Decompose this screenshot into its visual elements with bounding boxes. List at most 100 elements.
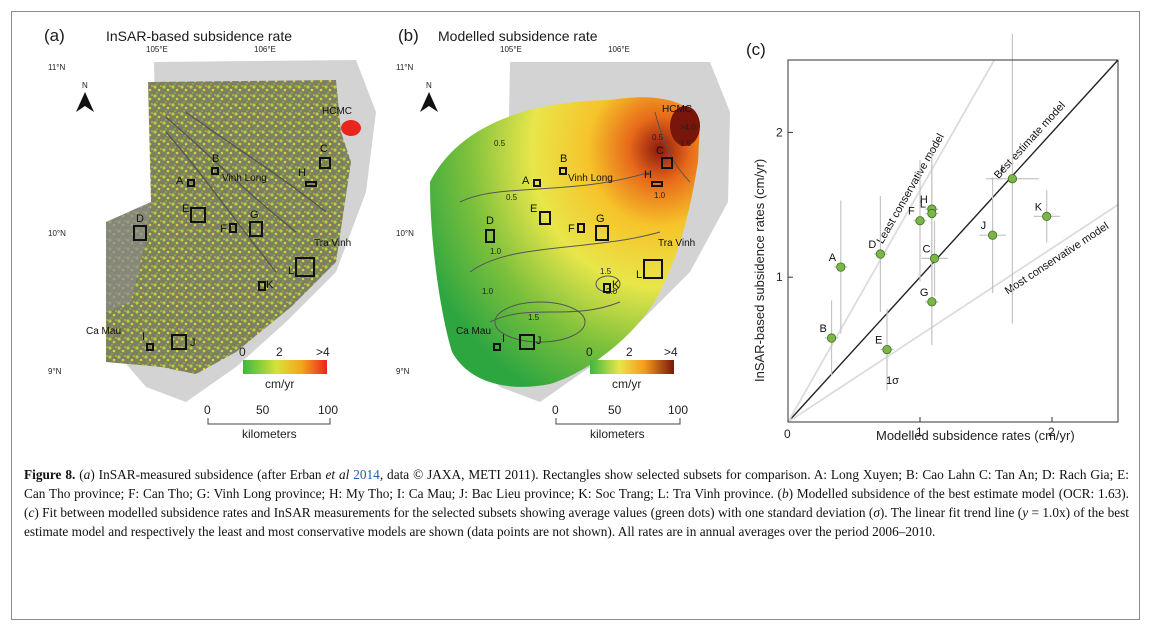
point-label-c: C — [923, 243, 931, 255]
place-hcmc: HCMC — [322, 106, 352, 117]
caption-citation-link[interactable]: 2014 — [353, 467, 380, 482]
caption-c: c — [28, 505, 35, 520]
point-label-l: L — [920, 198, 926, 210]
scale-tick-0: 0 — [204, 403, 211, 417]
point-label-k: K — [1035, 201, 1043, 213]
legend-colorbar — [243, 360, 327, 374]
site-label-i-b: I — [502, 333, 505, 345]
scale-unit-b: kilometers — [590, 427, 645, 441]
scale-tick-50: 50 — [256, 403, 270, 417]
panel-c: (c) Best estimate model Least conservativ… — [730, 22, 1130, 452]
place-ca-mau: Ca Mau — [86, 326, 121, 337]
plot-frame — [787, 59, 1119, 423]
contour-4-0: >4.0 — [680, 123, 696, 132]
legend-unit: cm/yr — [265, 377, 294, 391]
contour-1-0-c: 1.0 — [482, 287, 494, 296]
contour-1-5-a: 1.5 — [680, 139, 692, 148]
site-label-k-b: K — [612, 279, 620, 291]
place-labels: HCMC Vinh Long Tra Vinh Ca Mau — [86, 106, 352, 337]
site-labels-b: A B C D E F G H I J K L — [486, 145, 664, 347]
point-label-e: E — [875, 335, 882, 347]
legend-tick-0-b: 0 — [586, 345, 593, 359]
scale-unit: kilometers — [242, 427, 297, 441]
figure-frame — [11, 11, 1140, 620]
point-l — [927, 208, 937, 219]
place-tra-vinh-b: Tra Vinh — [658, 238, 695, 249]
point-label-b: B — [820, 323, 827, 335]
scale-tick-100-b: 100 — [668, 403, 688, 417]
scale-bar-b — [555, 418, 681, 425]
panel-b-title: Modelled subsidence rate — [438, 28, 598, 44]
site-label-e-b: E — [530, 203, 537, 215]
site-label-c: C — [320, 143, 328, 155]
point-a — [836, 262, 846, 272]
legend-colorbar-b — [590, 360, 674, 374]
point-label-a: A — [829, 252, 837, 264]
point-label-h: H — [920, 194, 928, 206]
caption-y: y — [1022, 505, 1029, 520]
point-i — [1007, 174, 1017, 184]
lon-label-106-b: 106°E — [608, 45, 630, 54]
insar-swath — [106, 80, 351, 374]
caption-text-6: ). The linear fit trend line ( — [879, 505, 1023, 520]
caption-text-7: = 1.0x) of the best estimate model and r… — [24, 505, 1129, 539]
panel-b: 0.5 0.5 0.5 1.0 1.0 1.0 1.5 1.5 1.5 2.0 … — [390, 22, 742, 442]
site-label-e: E — [182, 203, 189, 215]
lon-label-106: 106°E — [254, 45, 276, 54]
hcmc-hotspot — [341, 120, 361, 136]
point-k — [1042, 211, 1052, 221]
legend-unit-b: cm/yr — [612, 377, 641, 391]
site-label-f: F — [220, 223, 227, 235]
rivers — [165, 111, 327, 273]
point-e — [882, 344, 892, 355]
modelled-map: 0.5 0.5 0.5 1.0 1.0 1.0 1.5 1.5 1.5 2.0 … — [396, 45, 730, 441]
point-label-d: D — [868, 239, 876, 251]
legend-tick-4: >4 — [316, 345, 330, 359]
site-label-a: A — [176, 175, 184, 187]
contour-0-5-a: 0.5 — [652, 133, 664, 142]
point-d — [875, 249, 885, 259]
place-tra-vinh: Tra Vinh — [314, 238, 351, 249]
site-label-h: H — [298, 167, 306, 179]
panel-a-title: InSAR-based subsidence rate — [106, 28, 292, 44]
legend-tick-2: 2 — [276, 345, 283, 359]
lat-label-9: 9°N — [48, 367, 62, 376]
site-boxes — [133, 157, 331, 351]
site-label-l: L — [288, 265, 294, 277]
panel-a-label: (a) — [44, 26, 65, 45]
site-label-g-b: G — [596, 213, 605, 225]
trend-label: Most conservative model — [1003, 220, 1111, 297]
trend-label: Least conservative model — [875, 132, 947, 246]
y-tick-label: 1 — [776, 270, 783, 284]
point-c — [929, 253, 940, 263]
origin-label: 0 — [784, 427, 791, 441]
caption-a: a — [83, 467, 91, 482]
scale-tick-50-b: 50 — [608, 403, 622, 417]
insar-map: 105°E 106°E 11°N 10°N 9°N N A B C D E F … — [48, 45, 376, 441]
lat-label-10-b: 10°N — [396, 229, 414, 238]
trend-line-most-conservative-model — [787, 204, 1119, 423]
contour-labels: 0.5 0.5 0.5 1.0 1.0 1.0 1.5 1.5 1.5 2.0 … — [482, 123, 696, 322]
north-arrow-icon — [76, 92, 94, 112]
y-axis-label: InSAR-based subsidence rates (cm/yr) — [752, 159, 767, 382]
site-label-f-b: F — [568, 223, 575, 235]
site-labels: A B C D E F G H I J K L — [136, 143, 328, 349]
panel-b-label: (b) — [398, 26, 419, 45]
site-label-h-b: H — [644, 169, 652, 181]
contour-0-5-b: 0.5 — [506, 193, 518, 202]
site-label-d: D — [136, 213, 144, 225]
contour-1-0-b: 1.0 — [654, 191, 666, 200]
legend-tick-2-b: 2 — [626, 345, 633, 359]
site-label-j-b: J — [536, 335, 542, 347]
x-axis-label: Modelled subsidence rates (cm/yr) — [876, 428, 1075, 443]
site-label-i: I — [142, 331, 145, 343]
contour-2-0: 2.0 — [606, 287, 618, 296]
caption-text-5: ) Fit between modelled subsidence rates … — [34, 505, 874, 520]
sigma-annotation: 1σ — [886, 375, 899, 387]
north-label: N — [82, 81, 88, 90]
place-vinh-long: Vinh Long — [222, 173, 267, 184]
scale-tick-0-b: 0 — [552, 403, 559, 417]
contour-0-5-c: 0.5 — [494, 139, 506, 148]
panel-c-label: (c) — [746, 40, 766, 59]
lat-label-10: 10°N — [48, 229, 66, 238]
